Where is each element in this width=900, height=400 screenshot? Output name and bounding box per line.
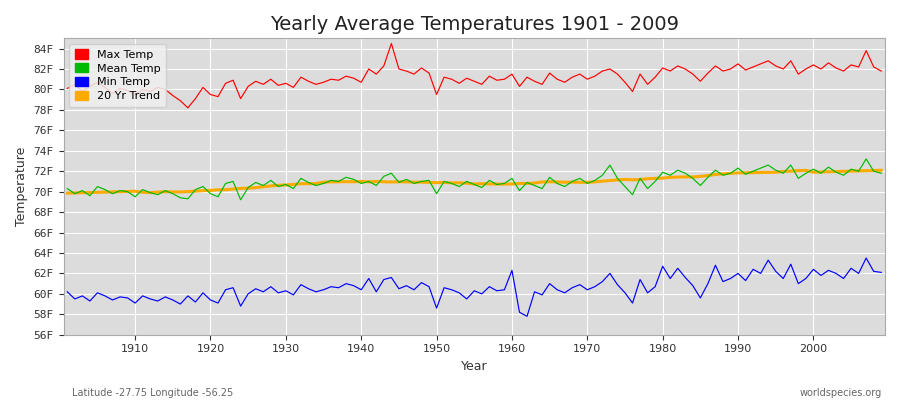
Title: Yearly Average Temperatures 1901 - 2009: Yearly Average Temperatures 1901 - 2009 [270, 15, 679, 34]
Text: worldspecies.org: worldspecies.org [800, 388, 882, 398]
Text: Latitude -27.75 Longitude -56.25: Latitude -27.75 Longitude -56.25 [72, 388, 233, 398]
X-axis label: Year: Year [461, 360, 488, 373]
Y-axis label: Temperature: Temperature [15, 147, 28, 226]
Legend: Max Temp, Mean Temp, Min Temp, 20 Yr Trend: Max Temp, Mean Temp, Min Temp, 20 Yr Tre… [69, 44, 166, 107]
